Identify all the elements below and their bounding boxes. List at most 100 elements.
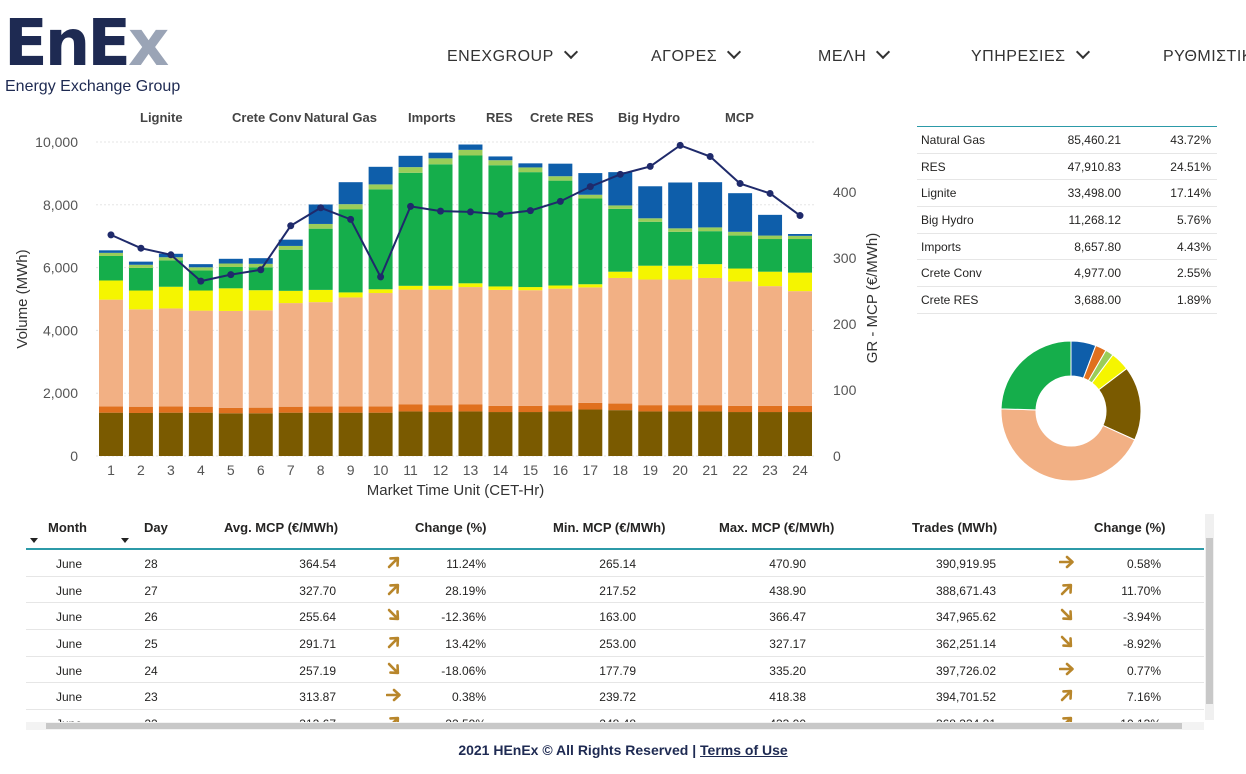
bar-segment-big-hydro[interactable] xyxy=(248,258,273,264)
table-row[interactable]: June 26 255.64 -12.36% 163.00 366.47 347,965.6… xyxy=(26,603,1204,631)
bar-segment-res[interactable] xyxy=(758,239,783,272)
mcp-point[interactable] xyxy=(167,251,175,259)
bar-segment-crete-conv[interactable] xyxy=(758,405,783,413)
enex-logo[interactable]: EnEx Energy Exchange Group xyxy=(4,12,180,102)
bar-segment-imports[interactable] xyxy=(308,289,333,303)
table-row[interactable]: June 28 364.54 11.24% 265.14 470.90 390,919.95… xyxy=(26,550,1204,577)
bar-segment-res[interactable] xyxy=(578,198,603,285)
mcp-point[interactable] xyxy=(796,212,804,220)
header-min-mcp[interactable]: Min. MCP (€/MWh) xyxy=(553,520,666,535)
bar-segment-crete-conv[interactable] xyxy=(128,406,153,413)
bar-segment-big-hydro[interactable] xyxy=(758,214,783,236)
bar-segment-natural-gas[interactable] xyxy=(128,309,153,407)
bar-segment-big-hydro[interactable] xyxy=(338,182,363,205)
bar-segment-lignite[interactable] xyxy=(458,411,483,456)
bar-segment-crete-conv[interactable] xyxy=(548,405,573,412)
bar-segment-big-hydro[interactable] xyxy=(218,258,243,264)
bar-segment-big-hydro[interactable] xyxy=(488,156,513,161)
bar-segment-lignite[interactable] xyxy=(758,412,783,456)
bar-segment-crete-conv[interactable] xyxy=(638,405,663,412)
mcp-point[interactable] xyxy=(646,162,654,170)
bar-segment-res[interactable] xyxy=(698,231,723,265)
bar-segment-lignite[interactable] xyxy=(248,413,273,456)
mcp-point[interactable] xyxy=(227,271,235,279)
donut-slice-res[interactable] xyxy=(1000,340,1072,411)
bar-segment-lignite[interactable] xyxy=(788,412,813,456)
bar-segment-res[interactable] xyxy=(548,180,573,286)
bar-segment-lignite[interactable] xyxy=(128,412,153,456)
mcp-point[interactable] xyxy=(766,189,774,197)
bar-segment-lignite[interactable] xyxy=(548,411,573,456)
mcp-point[interactable] xyxy=(736,180,744,188)
mcp-point[interactable] xyxy=(556,197,564,205)
legend-entry[interactable]: Lignite xyxy=(140,110,183,125)
bar-segment-crete-res[interactable] xyxy=(308,223,333,229)
bar-segment-big-hydro[interactable] xyxy=(518,163,543,168)
bar-segment-res[interactable] xyxy=(488,165,513,287)
bar-segment-lignite[interactable] xyxy=(368,412,393,456)
bar-segment-lignite[interactable] xyxy=(518,412,543,456)
mcp-point[interactable] xyxy=(317,204,325,212)
bar-segment-crete-conv[interactable] xyxy=(728,405,753,413)
bar-segment-res[interactable] xyxy=(608,208,633,272)
bar-segment-res[interactable] xyxy=(638,221,663,266)
bar-segment-natural-gas[interactable] xyxy=(578,287,603,403)
bar-segment-natural-gas[interactable] xyxy=(488,289,513,406)
bar-segment-crete-res[interactable] xyxy=(668,228,693,232)
table-row[interactable]: June 27 327.70 28.19% 217.52 438.90 388,671.43… xyxy=(26,577,1204,604)
bar-segment-natural-gas[interactable] xyxy=(458,287,483,405)
header-month[interactable]: Month xyxy=(48,520,87,535)
bar-segment-res[interactable] xyxy=(158,260,183,287)
bar-segment-natural-gas[interactable] xyxy=(548,288,573,406)
bar-segment-crete-res[interactable] xyxy=(188,267,213,271)
bar-segment-res[interactable] xyxy=(428,164,453,286)
header-change-2[interactable]: Change (%) xyxy=(1094,520,1166,535)
bar-segment-big-hydro[interactable] xyxy=(548,163,573,177)
bar-segment-crete-res[interactable] xyxy=(428,158,453,165)
bar-segment-lignite[interactable] xyxy=(638,411,663,456)
bar-segment-natural-gas[interactable] xyxy=(248,310,273,408)
bar-segment-crete-conv[interactable] xyxy=(578,402,603,410)
bar-segment-imports[interactable] xyxy=(248,290,273,311)
bar-segment-natural-gas[interactable] xyxy=(668,279,693,406)
bar-segment-imports[interactable] xyxy=(428,285,453,290)
bar-segment-lignite[interactable] xyxy=(578,409,603,456)
bar-segment-natural-gas[interactable] xyxy=(758,286,783,406)
bar-segment-crete-conv[interactable] xyxy=(248,407,273,414)
bar-segment-res[interactable] xyxy=(518,172,543,288)
bar-segment-lignite[interactable] xyxy=(218,413,243,456)
sort-down-icon[interactable] xyxy=(121,538,129,543)
mcp-point[interactable] xyxy=(197,277,205,285)
bar-segment-crete-res[interactable] xyxy=(278,245,303,250)
bar-segment-crete-res[interactable] xyxy=(608,205,633,209)
bar-segment-res[interactable] xyxy=(668,231,693,266)
mcp-point[interactable] xyxy=(107,231,115,239)
bar-segment-imports[interactable] xyxy=(638,265,663,280)
bar-segment-imports[interactable] xyxy=(758,271,783,287)
bar-segment-crete-conv[interactable] xyxy=(158,406,183,413)
table-horizontal-scrollbar[interactable] xyxy=(26,722,1204,730)
bar-segment-imports[interactable] xyxy=(728,268,753,282)
mcp-point[interactable] xyxy=(287,222,295,230)
bar-segment-lignite[interactable] xyxy=(308,412,333,456)
bar-segment-big-hydro[interactable] xyxy=(668,182,693,229)
bar-segment-imports[interactable] xyxy=(668,265,693,280)
bar-segment-crete-conv[interactable] xyxy=(188,406,213,413)
bar-segment-crete-conv[interactable] xyxy=(338,406,363,413)
bar-segment-lignite[interactable] xyxy=(188,412,213,456)
donut-slice-natural-gas[interactable] xyxy=(1000,408,1136,482)
scrollbar-thumb[interactable] xyxy=(1206,538,1213,704)
mcp-point[interactable] xyxy=(466,208,474,216)
bar-segment-natural-gas[interactable] xyxy=(518,290,543,406)
mcp-point[interactable] xyxy=(526,207,534,215)
bar-segment-crete-res[interactable] xyxy=(368,184,393,190)
bar-segment-imports[interactable] xyxy=(128,290,153,310)
bar-segment-res[interactable] xyxy=(278,249,303,291)
bar-segment-imports[interactable] xyxy=(488,286,513,290)
bar-segment-natural-gas[interactable] xyxy=(368,293,393,407)
bar-segment-imports[interactable] xyxy=(698,264,723,278)
nav-item-agores[interactable]: ΑΓΟΡΕΣ xyxy=(651,44,742,66)
bar-segment-res[interactable] xyxy=(728,235,753,269)
bar-segment-crete-res[interactable] xyxy=(758,235,783,240)
bar-segment-crete-conv[interactable] xyxy=(98,406,123,413)
